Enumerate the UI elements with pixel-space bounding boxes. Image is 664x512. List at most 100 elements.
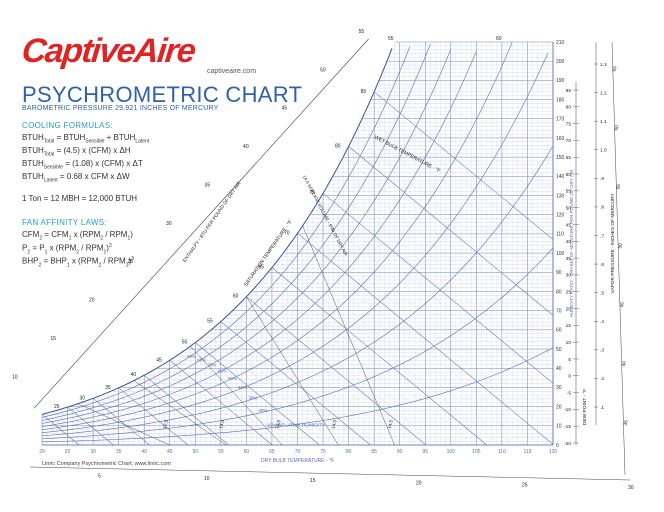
rh-curve-label: 70% xyxy=(208,362,217,367)
saturation-tick-label: 70 xyxy=(284,230,290,236)
outer-bottom-tick-label: 25 xyxy=(522,483,528,489)
humidity-ratio-tick-label: 210 xyxy=(556,40,565,46)
humidity-ratio-tick-label: 30 xyxy=(556,385,562,391)
dew-point-tick-label: 45 xyxy=(566,222,572,228)
humidity-ratio-tick-label: 60 xyxy=(556,328,562,334)
outer-right-tick-label: 65 xyxy=(612,65,619,72)
saturation-tick-label: 45 xyxy=(156,357,162,363)
wet-bulb-line xyxy=(231,311,393,446)
outer-bottom-scale-line xyxy=(29,466,631,481)
rh-curve-50 xyxy=(41,42,513,430)
saturation-tick-label: 85 xyxy=(361,89,367,95)
dry-bulb-tick-label: 115 xyxy=(523,449,531,455)
dry-bulb-tick-label: 95 xyxy=(422,449,428,455)
vapor-pressure-tick-label: .4 xyxy=(600,319,604,325)
specific-volume-tick-label: 14.0 xyxy=(331,419,338,429)
humidity-ratio-tick-label: 100 xyxy=(556,251,565,257)
fan-law-3: BHP2 = BHP1 x (RPM2 / RPM1)3 xyxy=(22,256,134,269)
enthalpy-tick-label: 40 xyxy=(243,144,249,150)
humidity-ratio-tick-label: 160 xyxy=(556,136,565,142)
vapor-pressure-tick-label: 1.1 xyxy=(600,119,607,125)
wet-bulb-line xyxy=(348,146,554,316)
humidity-ratio-tick-label: 50 xyxy=(556,347,562,353)
vapor-pressure-axis-label: VAPOR PRESSURE - INCHES OF MERCURY xyxy=(610,193,616,294)
rh-curve-label: 90% xyxy=(187,354,196,359)
fan-law-2: P2 = P1 x (RPM2 / RPM1)2 xyxy=(22,243,112,256)
wet-bulb-line xyxy=(322,193,554,384)
enthalpy-tick-label: 45 xyxy=(282,106,288,112)
dew-point-tick-label: 70 xyxy=(566,138,572,144)
dry-bulb-tick-label: 85 xyxy=(371,449,377,455)
saturation-tick-label: 75 xyxy=(309,190,315,196)
saturation-tick-label: 25 xyxy=(54,404,60,410)
top-tick-label: 55 xyxy=(388,36,394,42)
wet-bulb-line xyxy=(220,321,371,446)
enthalpy-scale-line xyxy=(33,38,369,409)
dew-point-tick-label: 65 xyxy=(566,155,572,161)
dry-bulb-tick-label: 75 xyxy=(320,449,326,455)
wet-bulb-line xyxy=(328,184,554,371)
rh-curve-label: 20% xyxy=(259,408,268,413)
rh-curve-40 xyxy=(41,52,549,434)
rh-curve-60 xyxy=(41,51,477,427)
humidity-ratio-tick-label: 0 xyxy=(556,443,559,449)
saturation-axis-label: SATURATION TEMPERATURE - °F xyxy=(243,219,294,288)
wet-bulb-line xyxy=(389,54,554,190)
wet-bulb-line xyxy=(241,301,415,446)
specific-volume-tick-label: 13.0 xyxy=(218,419,225,429)
dew-point-tick-label: 80 xyxy=(566,105,572,111)
dry-bulb-tick-label: 100 xyxy=(447,449,456,455)
brand-url[interactable]: captiveaire.com xyxy=(207,68,257,75)
humidity-ratio-tick-label: 80 xyxy=(556,289,562,295)
wet-bulb-line xyxy=(77,403,128,446)
wet-bulb-line xyxy=(297,233,554,445)
dry-bulb-axis-label: DRY BULB TEMPERATURE - °F xyxy=(261,458,334,464)
wet-bulb-line xyxy=(277,261,500,446)
wet-bulb-line xyxy=(67,406,114,446)
outer-right-tick-label: 50 xyxy=(617,242,624,249)
wet-bulb-line xyxy=(353,136,554,301)
specific-volume-tick-label: 14.5 xyxy=(387,419,394,429)
wet-bulb-line xyxy=(205,334,340,446)
humidity-ratio-tick-label: 40 xyxy=(556,366,562,372)
dew-point-tick-label: -10 xyxy=(564,407,571,413)
humidity-ratio-tick-label: 200 xyxy=(556,59,565,65)
wet-bulb-line xyxy=(52,411,93,446)
humidity-ratio-tick-label: 90 xyxy=(556,270,562,276)
dry-bulb-tick-label: 20 xyxy=(39,449,45,455)
wet-bulb-line xyxy=(251,291,438,446)
wet-bulb-line xyxy=(108,392,173,446)
wet-bulb-line xyxy=(92,398,150,446)
humidity-ratio-tick-label: 120 xyxy=(556,213,565,219)
humidity-ratio-tick-label: 20 xyxy=(556,404,562,410)
wet-bulb-line xyxy=(154,369,246,446)
enthalpy-tick-label: 20 xyxy=(89,298,95,304)
outer-right-tick-label: 35 xyxy=(623,419,630,426)
enthalpy-axis-label: ENTHALPY - BTU PER POUND OF DRY AIR xyxy=(182,180,243,264)
wet-bulb-line xyxy=(292,240,540,446)
rh-curve-10 xyxy=(41,347,554,443)
vapor-pressure-tick-label: .2 xyxy=(600,376,604,382)
saturation-tick-label: 80 xyxy=(335,143,341,149)
dew-point-tick-label: 35 xyxy=(566,256,572,262)
wet-bulb-line xyxy=(98,396,158,446)
rh-curve-70 xyxy=(41,49,452,424)
wet-bulb-line xyxy=(282,254,513,446)
wet-bulb-line xyxy=(123,385,196,446)
wet-bulb-line xyxy=(215,325,360,446)
wet-bulb-line xyxy=(190,346,310,446)
specific-volume-line xyxy=(302,225,395,446)
top-tick-label: 60 xyxy=(496,36,502,42)
cooling-formulas-heading: COOLING FORMULAS: xyxy=(22,121,113,130)
outer-bottom-tick-label: 15 xyxy=(310,478,316,484)
fan-law-1: CFM2 = CFM1 x (RPM2 / RPM1) xyxy=(22,230,133,242)
wet-bulb-line xyxy=(363,114,554,271)
outer-right-tick-label: 60 xyxy=(613,124,620,131)
outer-bottom-tick-label: 20 xyxy=(416,480,422,486)
wet-bulb-line xyxy=(338,165,554,344)
dew-point-tick-label: -20 xyxy=(564,441,571,447)
humidity-ratio-tick-label: 70 xyxy=(556,308,562,314)
dew-point-tick-label: 85 xyxy=(566,88,572,94)
